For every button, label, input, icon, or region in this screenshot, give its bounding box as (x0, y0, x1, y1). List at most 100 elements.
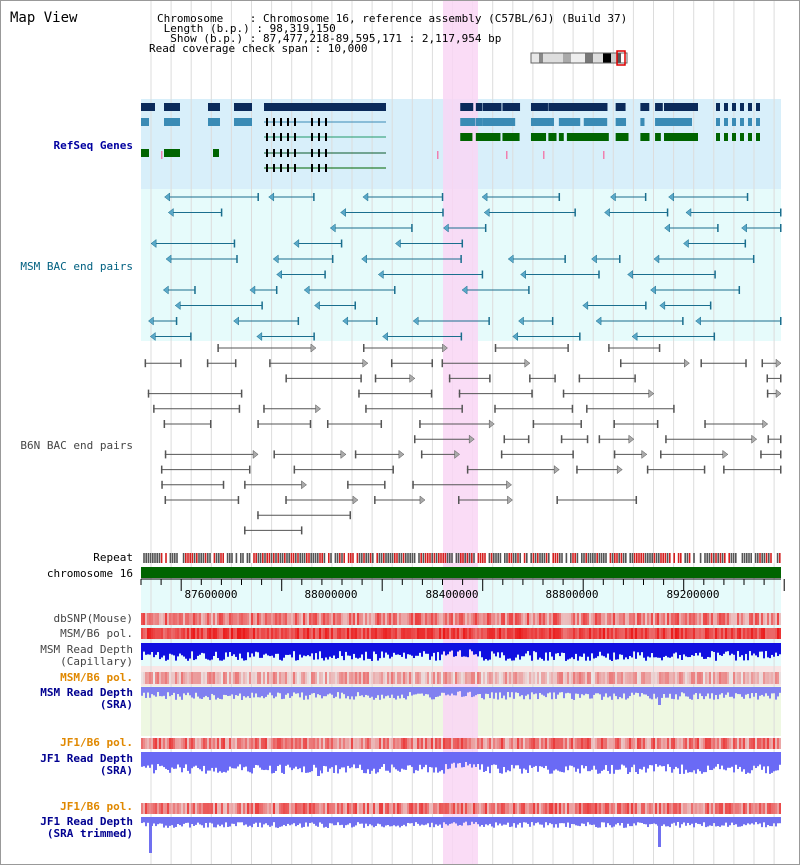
heat-cell (689, 613, 691, 625)
depth-bar (525, 687, 527, 696)
bac-end (362, 192, 369, 202)
depth-bar (773, 817, 775, 824)
depth-bar (459, 643, 461, 651)
heat-cell (483, 613, 485, 625)
heat-cell (583, 738, 585, 749)
heat-cell (247, 672, 249, 684)
depth-bar (449, 817, 451, 824)
bac-end (220, 208, 223, 217)
heat-cell (707, 672, 709, 684)
axis-tick-label: 87600000 (184, 588, 238, 601)
heat-cell (399, 613, 401, 625)
heat-cell (743, 738, 745, 749)
repeat-mark (427, 553, 429, 563)
depth-bar (357, 752, 359, 769)
depth-bar (689, 643, 691, 658)
repeat-mark (310, 553, 312, 563)
heat-cell (267, 738, 269, 749)
heat-cell (653, 628, 655, 639)
heat-cell (239, 613, 241, 625)
bac-end (340, 207, 346, 218)
heat-cell (229, 672, 231, 684)
repeat-mark (669, 553, 671, 563)
heat-cell (445, 803, 447, 814)
heat-cell (407, 738, 409, 749)
depth-bar (661, 817, 663, 826)
bac-end (586, 404, 588, 413)
depth-bar (439, 643, 441, 661)
repeat-mark (473, 553, 475, 563)
depth-bar (429, 752, 431, 767)
heat-cell (585, 738, 587, 749)
repeat-mark (616, 553, 618, 563)
msm-b6-pol-label: MSM/B6 pol. (60, 627, 133, 640)
gene-block (566, 133, 579, 141)
bac-end (520, 269, 526, 280)
repeat-mark (171, 553, 174, 563)
heat-cell (391, 738, 393, 749)
heat-cell (375, 613, 377, 625)
heat-cell (171, 803, 173, 814)
depth-bar (671, 687, 673, 699)
depth-bar (507, 687, 509, 693)
depth-bar (705, 687, 707, 697)
depth-bar (775, 643, 777, 653)
depth-bar (381, 752, 383, 767)
depth-bar (497, 817, 499, 826)
heat-cell (573, 613, 575, 625)
heat-cell (173, 628, 175, 639)
depth-bar (263, 687, 265, 699)
depth-bar (367, 817, 369, 827)
heat-cell (773, 628, 775, 639)
depth-bar (189, 643, 191, 659)
heat-cell (777, 738, 779, 749)
heat-cell (725, 803, 727, 814)
repeat-mark (363, 553, 365, 563)
bac-end (604, 207, 610, 218)
repeat-mark (297, 553, 299, 563)
heat-cell (199, 738, 201, 749)
gene-exon (311, 149, 313, 157)
heat-cell (625, 613, 627, 625)
heat-cell (417, 628, 419, 639)
depth-bar (701, 752, 703, 774)
bac-end (409, 373, 416, 383)
heat-cell (383, 738, 385, 749)
repeat-mark (253, 553, 255, 563)
depth-bar (565, 752, 567, 767)
gene-block (496, 103, 502, 111)
heat-cell (577, 738, 579, 749)
heat-cell (745, 628, 747, 639)
depth-bar (635, 752, 637, 773)
heat-cell (511, 738, 513, 749)
heat-cell (375, 672, 377, 684)
heat-cell (737, 672, 739, 684)
heat-cell (657, 672, 659, 684)
heat-cell (271, 803, 273, 814)
depth-bar (365, 643, 367, 652)
depth-bar (445, 752, 447, 765)
heat-cell (597, 803, 599, 814)
heat-cell (607, 672, 609, 684)
depth-bar (209, 687, 211, 700)
heat-cell (345, 613, 347, 625)
heat-cell (245, 613, 247, 625)
depth-bar (223, 817, 225, 828)
depth-bar (337, 752, 339, 774)
bac-end (378, 269, 384, 280)
heat-cell (431, 628, 433, 639)
depth-bar (515, 687, 517, 693)
repeat-mark (413, 553, 416, 563)
heat-cell (713, 803, 715, 814)
heat-cell (561, 803, 563, 814)
heat-cell (163, 613, 165, 625)
heat-cell (615, 672, 617, 684)
depth-bar (423, 817, 425, 826)
heat-cell (447, 672, 449, 684)
depth-bar (387, 643, 389, 655)
chromosome-label: chromosome 16 (46, 567, 133, 580)
heat-cell (631, 803, 633, 814)
heat-cell (261, 803, 263, 814)
heat-cell (199, 613, 201, 625)
